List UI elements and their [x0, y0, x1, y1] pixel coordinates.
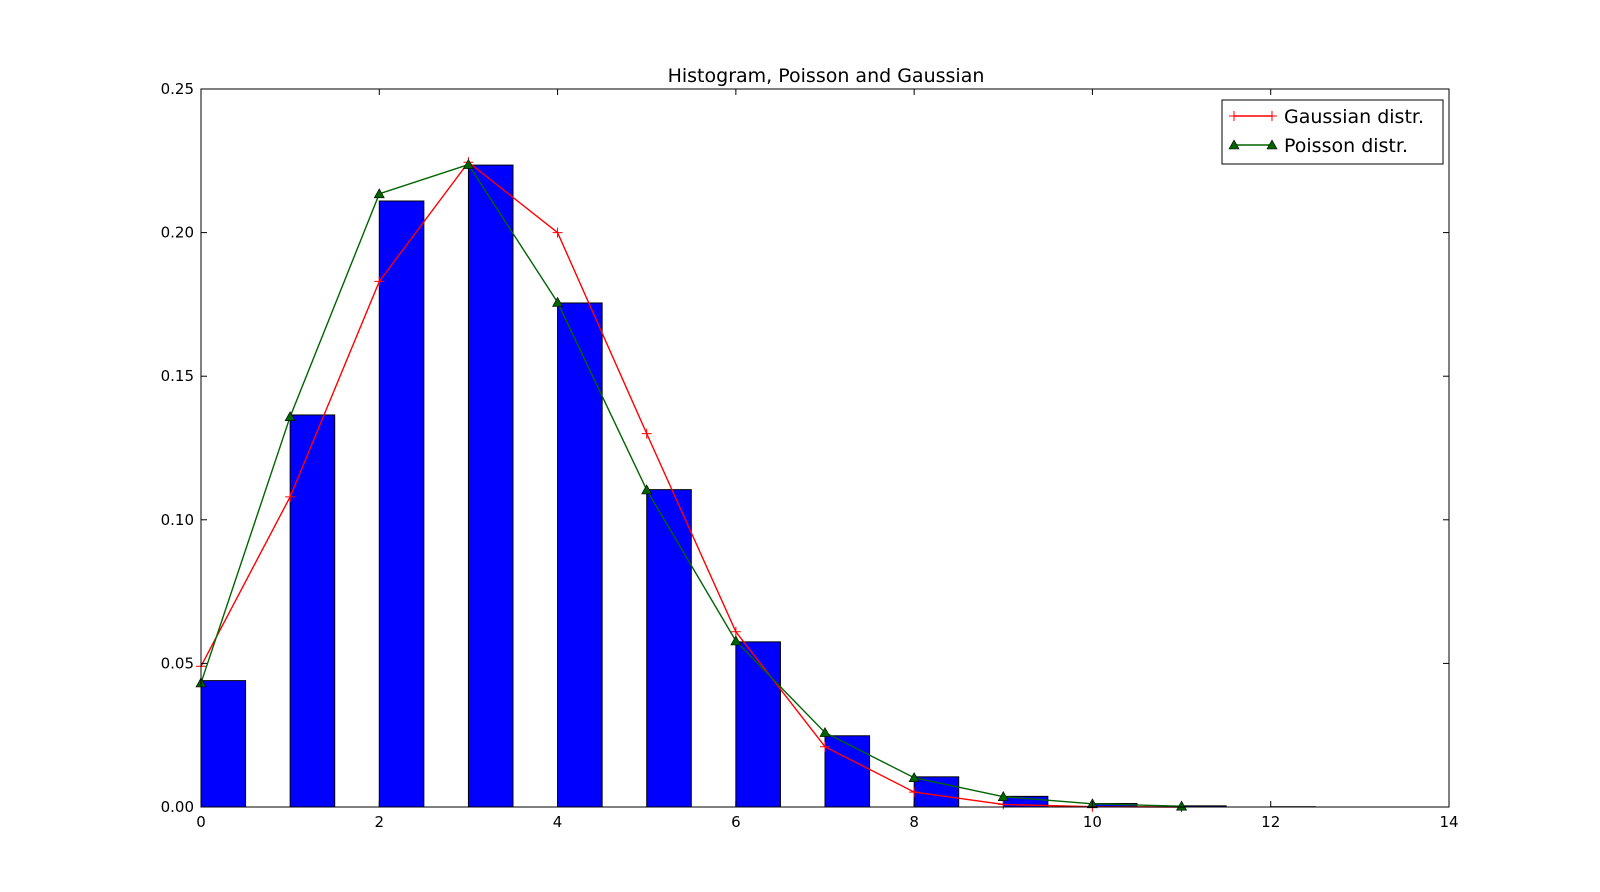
data-point	[998, 799, 1009, 810]
data-point	[641, 428, 652, 439]
x-tick-label: 0	[196, 813, 206, 831]
bar	[378, 200, 425, 808]
series-line	[200, 163, 1182, 807]
y-tick-label: 0.25	[161, 80, 194, 98]
tick-layer: 0 2 4 6 8 10 12 14 0.00 0.05 0.10 0.15 0.20 0.25	[161, 80, 1459, 831]
y-tick-label: 0.00	[161, 798, 194, 816]
bar	[913, 776, 960, 808]
data-point	[1176, 800, 1188, 811]
x-tick-label: 10	[1083, 813, 1102, 831]
data-point	[819, 726, 831, 737]
y-tick-label: 0.10	[161, 511, 194, 529]
bar	[467, 164, 514, 808]
data-point	[373, 188, 385, 199]
line-layer	[195, 157, 1188, 812]
legend-marker	[1266, 139, 1278, 150]
x-tick-label: 6	[731, 813, 741, 831]
plot-frame	[200, 88, 1450, 808]
bar-layer	[200, 164, 1316, 808]
data-point	[552, 227, 563, 238]
data-point	[997, 791, 1009, 801]
bar	[646, 489, 692, 808]
data-point	[908, 772, 920, 783]
y-tick-label: 0.20	[161, 224, 194, 242]
data-point	[552, 296, 564, 307]
x-tick-label: 8	[909, 813, 919, 831]
data-point	[462, 158, 474, 169]
bar	[289, 414, 336, 808]
bar	[557, 302, 603, 808]
y-tick-label: 0.15	[161, 367, 194, 385]
series-line	[200, 161, 1182, 808]
x-tick-label: 2	[375, 813, 385, 831]
bar	[824, 735, 871, 808]
chart-title: Histogram, Poisson and Gaussian	[668, 65, 985, 87]
legend: Gaussian distr. Poisson distr.	[1221, 99, 1444, 165]
data-point	[284, 411, 296, 421]
data-point	[285, 491, 296, 502]
data-point	[820, 741, 830, 752]
bar	[735, 641, 781, 808]
data-point	[641, 484, 653, 495]
data-point	[909, 787, 920, 798]
legend-label: Poisson distr.	[1284, 135, 1408, 157]
data-point	[374, 276, 385, 287]
legend-marker	[1228, 139, 1240, 150]
data-point	[730, 626, 741, 637]
legend-box	[1221, 99, 1444, 165]
x-tick-label: 4	[553, 813, 563, 831]
data-point	[730, 635, 742, 646]
bar	[200, 680, 247, 808]
x-tick-label: 14	[1439, 813, 1458, 831]
legend-marker	[1267, 111, 1277, 121]
legend-marker	[1229, 111, 1239, 121]
x-tick-label: 12	[1261, 813, 1280, 831]
legend-label: Gaussian distr.	[1284, 106, 1424, 128]
y-tick-label: 0.05	[161, 654, 194, 672]
